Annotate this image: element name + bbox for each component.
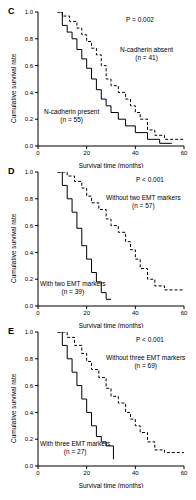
html-text:(n = 27): (n = 27)	[63, 447, 87, 455]
html-text:E: E	[8, 326, 14, 336]
svg-text:0.0: 0.0	[25, 463, 34, 469]
svg-text:Cumulative survival rate: Cumulative survival rate	[10, 53, 17, 123]
html-text:N-cadherin present: N-cadherin present	[44, 108, 100, 115]
svg-text:0: 0	[36, 470, 40, 476]
svg-text:1.0: 1.0	[25, 329, 34, 335]
html-text:(n = 57): (n = 57)	[132, 201, 155, 209]
svg-text:Survival time (months): Survival time (months)	[79, 322, 144, 328]
svg-text:0.4: 0.4	[25, 250, 34, 256]
html-text:N-cadherin absent: N-cadherin absent	[120, 46, 174, 53]
html-text:P < 0.001: P < 0.001	[136, 176, 164, 183]
svg-text:40: 40	[132, 150, 139, 156]
svg-text:0.4: 0.4	[25, 410, 34, 416]
svg-text:1.0: 1.0	[25, 9, 34, 15]
svg-text:0.6: 0.6	[25, 63, 34, 69]
svg-text:0.4: 0.4	[25, 90, 34, 96]
svg-text:20: 20	[83, 150, 90, 156]
html-text:(n = 69): (n = 69)	[134, 361, 157, 369]
svg-text:1.0: 1.0	[25, 169, 34, 175]
svg-text:0.2: 0.2	[25, 436, 34, 442]
svg-text:0: 0	[36, 310, 40, 316]
svg-text:0.6: 0.6	[25, 383, 34, 389]
html-text:(n = 39): (n = 39)	[61, 287, 85, 295]
html-text:(n = 41): (n = 41)	[135, 53, 158, 61]
svg-text:0.2: 0.2	[25, 116, 34, 122]
svg-text:40: 40	[132, 310, 139, 316]
svg-text:0.0: 0.0	[25, 143, 34, 149]
svg-text:Survival time (months): Survival time (months)	[79, 162, 144, 168]
html-text:Without three EMT markers: Without three EMT markers	[106, 354, 186, 361]
html-text:With two EMT markers: With two EMT markers	[40, 280, 106, 287]
svg-text:0.8: 0.8	[25, 356, 34, 362]
svg-text:60: 60	[181, 150, 188, 156]
svg-text:0.8: 0.8	[25, 196, 34, 202]
html-text:Without two EMT markers: Without two EMT markers	[106, 194, 181, 201]
html-text:P < 0.001: P < 0.001	[136, 336, 164, 343]
svg-text:60: 60	[181, 470, 188, 476]
html-text:With three EMT markers: With three EMT markers	[40, 440, 111, 447]
svg-text:20: 20	[83, 470, 90, 476]
html-text:(n = 55): (n = 55)	[60, 115, 83, 123]
svg-text:0.6: 0.6	[25, 223, 34, 229]
svg-text:0: 0	[36, 150, 40, 156]
html-text:C: C	[8, 6, 15, 16]
svg-text:40: 40	[132, 470, 139, 476]
html-text:P = 0.002: P = 0.002	[126, 16, 154, 23]
svg-text:0.0: 0.0	[25, 303, 34, 309]
svg-text:Survival time (months): Survival time (months)	[79, 482, 144, 488]
svg-text:20: 20	[83, 310, 90, 316]
svg-text:0.8: 0.8	[25, 36, 34, 42]
svg-text:60: 60	[181, 310, 188, 316]
svg-text:Cumulative survival rate: Cumulative survival rate	[10, 213, 17, 283]
svg-text:0.2: 0.2	[25, 276, 34, 282]
svg-text:Cumulative survival rate: Cumulative survival rate	[10, 373, 17, 443]
html-text:D: D	[8, 166, 15, 176]
